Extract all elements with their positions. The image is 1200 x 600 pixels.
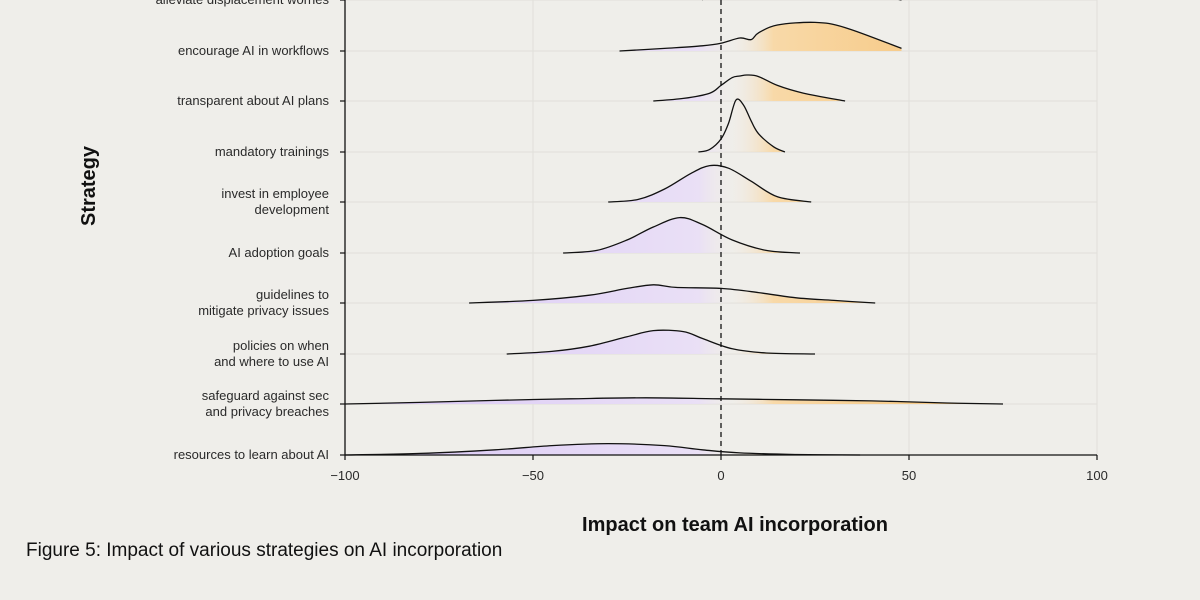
ridge-line: [608, 164, 812, 203]
figure-caption: Figure 5: Impact of various strategies o…: [26, 540, 503, 561]
ridge-fill: [653, 74, 846, 101]
x-tick-label: 0: [717, 468, 724, 483]
y-axis-title: Strategy: [78, 145, 100, 226]
ridge-line: [344, 397, 1004, 405]
y-category-label: transparent about AI plans: [177, 93, 329, 108]
y-category-label: AI adoption goals: [229, 245, 330, 260]
ridge-line: [619, 21, 902, 52]
y-category-label: and where to use AI: [214, 354, 329, 369]
density-ridges: [344, 0, 1004, 456]
ridge: [469, 284, 876, 304]
y-category-label: resources to learn about AI: [174, 447, 329, 462]
ridge-fill: [469, 284, 876, 303]
x-axis-ticks: −100 −50 0 50 100: [330, 455, 1108, 483]
y-category-label: invest in employee: [221, 186, 329, 201]
ridge: [619, 21, 902, 52]
ridge: [506, 329, 816, 355]
ridge: [563, 216, 801, 254]
ridge-line: [698, 98, 786, 153]
y-category-label: mitigate privacy issues: [198, 303, 329, 318]
ridge-line: [506, 329, 816, 355]
ridge-fill: [345, 397, 1003, 404]
y-category-label: safeguard against sec: [202, 388, 330, 403]
ridge: [344, 442, 861, 456]
x-tick-label: 50: [902, 468, 916, 483]
ridge-fill: [698, 99, 785, 152]
ridge: [608, 164, 812, 203]
y-category-label: mandatory trainings: [215, 144, 330, 159]
y-category-label: and privacy breaches: [205, 404, 329, 419]
ridge-line: [563, 216, 801, 254]
ridge-fill: [345, 443, 861, 455]
y-category-label: guidelines to: [256, 287, 329, 302]
x-tick-label: −100: [330, 468, 359, 483]
y-axis-category-labels: alleviate displacement worries encourage …: [156, 0, 345, 462]
ridge-line: [653, 74, 846, 102]
ridge-line: [469, 284, 876, 304]
ridge-fill: [619, 22, 902, 51]
y-category-label: policies on when: [233, 338, 329, 353]
ridge-fill: [608, 165, 812, 202]
x-tick-label: 100: [1086, 468, 1108, 483]
ridge-line: [344, 442, 861, 456]
x-tick-label: −50: [522, 468, 544, 483]
ridge: [344, 397, 1004, 405]
ridge: [653, 74, 846, 102]
y-category-label: development: [255, 202, 330, 217]
ridge-fill: [506, 330, 815, 354]
ridge: [698, 98, 786, 153]
x-axis-title: Impact on team AI incorporation: [582, 514, 888, 536]
ridge-fill: [563, 217, 800, 253]
y-category-label: encourage AI in workflows: [178, 43, 330, 58]
y-category-label: alleviate displacement worries: [156, 0, 330, 7]
